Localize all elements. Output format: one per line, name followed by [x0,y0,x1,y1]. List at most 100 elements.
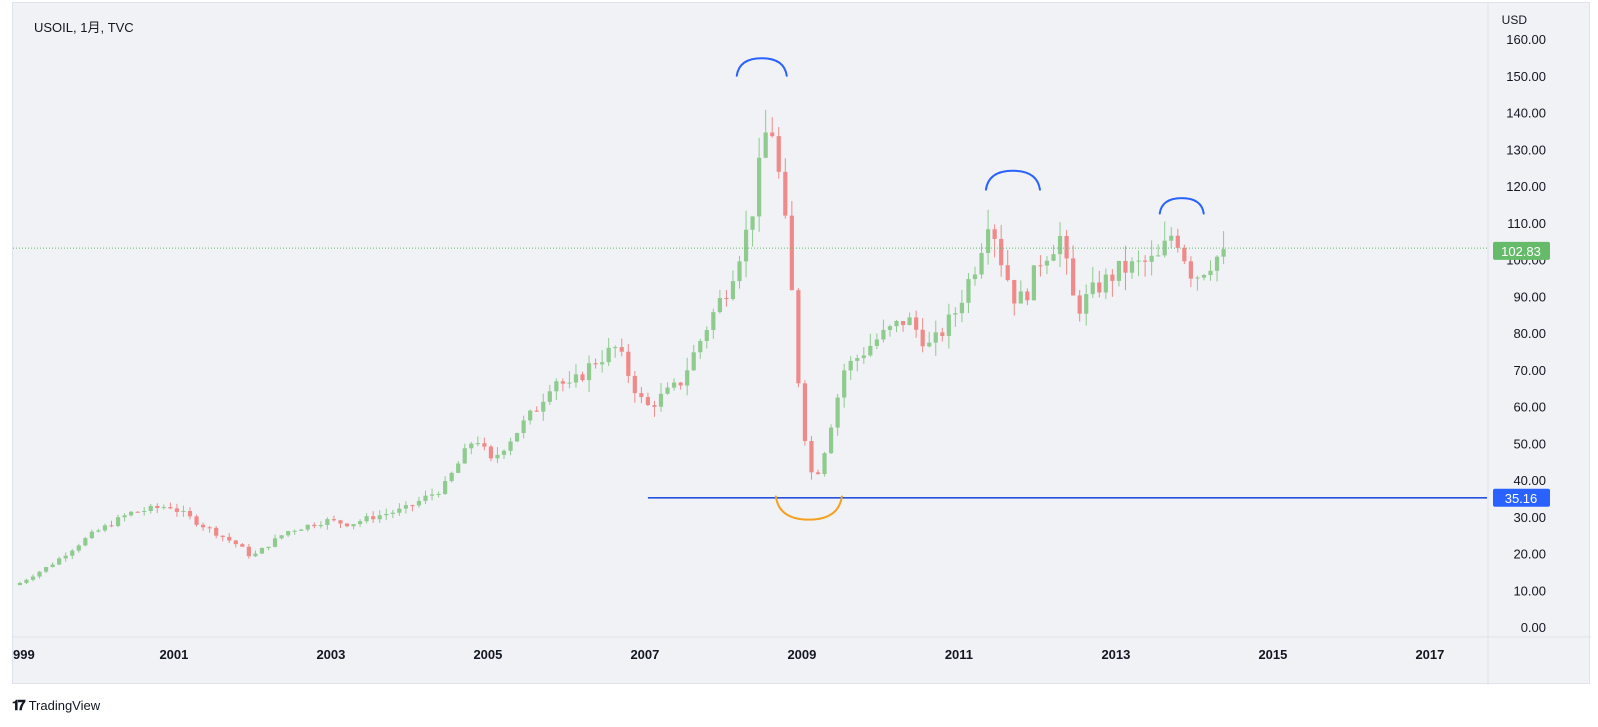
candle-body [17,582,23,586]
chart-area[interactable]: 0.00 10.00 20.00 30.00 40.00 50.00 60.00 70.00 8… [12,2,1591,685]
candle-body [907,317,912,326]
candle-body [155,505,160,508]
candle-body [1077,295,1082,314]
candle-body [272,538,278,547]
candle-body [1005,265,1010,281]
x-tick-label: 2011 [945,647,973,662]
candle-body [63,555,68,559]
candle-body [528,410,533,421]
candle-body [233,540,238,545]
candle-body [364,516,369,522]
candle-body [174,508,180,512]
candle-body [770,132,775,137]
candle-body [835,397,840,428]
candle-body [868,345,873,356]
tradingview-logo[interactable]: 𝟏𝟕 TradingView [12,697,100,714]
candle-body [815,472,821,475]
candle-body [1201,275,1207,278]
candle-body [613,347,618,349]
candle-body [410,505,415,507]
peak-arc-2011 [984,169,1041,191]
candle-body [1156,255,1161,257]
candle-body [57,558,62,565]
candle-body [43,567,49,572]
candle-body [1012,280,1017,304]
candle-body [286,531,291,536]
candle-body [842,370,847,398]
candle-body [717,298,722,313]
candle-body [711,312,716,331]
candle-body [1044,260,1050,266]
candle-body [881,329,886,340]
candle-body [1031,265,1036,301]
candle-body [737,261,742,282]
y-tick-label: 20.00 [1513,547,1546,562]
candle-body [802,383,808,441]
candle-body [920,329,925,347]
candle-body [253,553,258,557]
support-price-tag-bg [1493,488,1550,507]
y-axis-unit: USD [1502,13,1528,27]
candle-body [1195,277,1200,279]
candle-body [658,393,664,407]
candle-body [83,538,88,546]
candle-body [312,524,317,527]
candle-body [999,238,1004,266]
x-tick-label: 2017 [1415,647,1444,662]
candle-body [626,351,631,376]
candle-body [331,519,337,521]
candle-body [698,340,703,353]
candle-body [220,535,225,537]
candle-body [501,450,507,455]
candle-body [344,523,350,527]
brand-label: TradingView [28,698,101,713]
candle-body [351,524,356,527]
candle-body [423,495,428,501]
candle-body [207,527,212,529]
candle-body [384,513,389,516]
x-tick-label: 2005 [473,647,502,662]
candle-body [724,298,729,300]
candle-body [619,347,624,352]
candle-body [1149,255,1154,262]
candle-body [37,571,42,577]
candle-body [940,332,945,336]
candlestick-chart[interactable]: 0.00 10.00 20.00 30.00 40.00 50.00 60.00 70.00 8… [13,3,1591,685]
trough-arc-2009 [774,495,843,521]
candle-body [227,536,232,541]
y-tick-label: 40.00 [1513,473,1546,488]
candle-body [665,387,670,394]
candle-body [1025,291,1030,301]
candle-body [115,517,121,526]
candle-body [855,358,860,361]
candle-body [639,393,644,398]
candle-body [966,279,971,303]
candle-body [443,481,448,494]
candle-body [600,362,605,365]
candle-body [482,443,487,447]
current-price-tag: 102.83 [1501,244,1541,259]
candle-body [142,510,147,512]
candle-body [475,443,480,445]
candle-body [194,516,199,525]
candle-body [161,507,166,509]
y-tick-label: 110.00 [1507,216,1546,231]
candle-body [671,382,677,388]
candle-body [1136,260,1141,262]
candle-body [1064,235,1069,259]
x-tick-label: 2007 [630,647,659,662]
peak-arc-2013 [1158,197,1205,215]
candle-body [593,363,598,365]
candle-body [743,229,749,262]
candle-body [187,510,193,517]
x-tick-label: 2015 [1258,647,1287,662]
y-tick-label: 140.00 [1506,106,1546,121]
candle-body [371,516,376,520]
candle-body [757,157,762,217]
candle-body [1208,270,1213,276]
candle-body [397,508,402,513]
candle-body [1038,265,1043,267]
candle-body [508,441,513,451]
candle-body [1182,247,1187,262]
y-tick-label: 60.00 [1513,400,1546,415]
